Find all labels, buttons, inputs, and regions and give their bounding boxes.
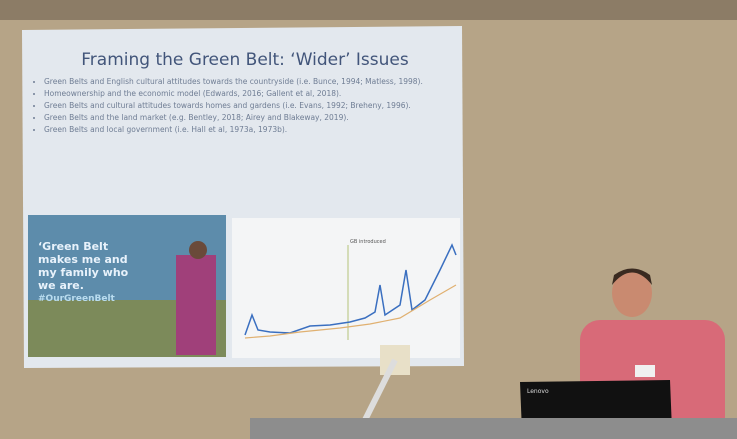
scene: Framing the Green Belt: ‘Wider’ Issues G…	[0, 0, 737, 439]
bullet: Green Belts and cultural attitudes towar…	[44, 100, 454, 111]
ceiling-shadow	[0, 0, 737, 20]
slide-photo-person	[176, 255, 216, 355]
laptop-brand: Lenovo	[527, 388, 549, 395]
name-badge	[635, 365, 655, 377]
slide-photo-head	[189, 241, 207, 259]
bullet: Green Belts and the land market (e.g. Be…	[44, 112, 454, 123]
slide-title: Framing the Green Belt: ‘Wider’ Issues	[40, 50, 450, 70]
slide-bullets: Green Belts and English cultural attitud…	[30, 76, 454, 136]
slide-photo-caption: ‘Green Belt makes me and my family who w…	[38, 240, 148, 292]
bullet: Homeownership and the economic model (Ed…	[44, 88, 454, 99]
slide-photo-hashtag: #OurGreenBelt	[38, 294, 115, 304]
slide-chart	[232, 218, 460, 358]
bullet: Green Belts and local government (i.e. H…	[44, 124, 454, 135]
bullet: Green Belts and English cultural attitud…	[44, 76, 454, 87]
lectern	[250, 418, 737, 439]
chart-annotation: GB introduced	[350, 239, 386, 245]
